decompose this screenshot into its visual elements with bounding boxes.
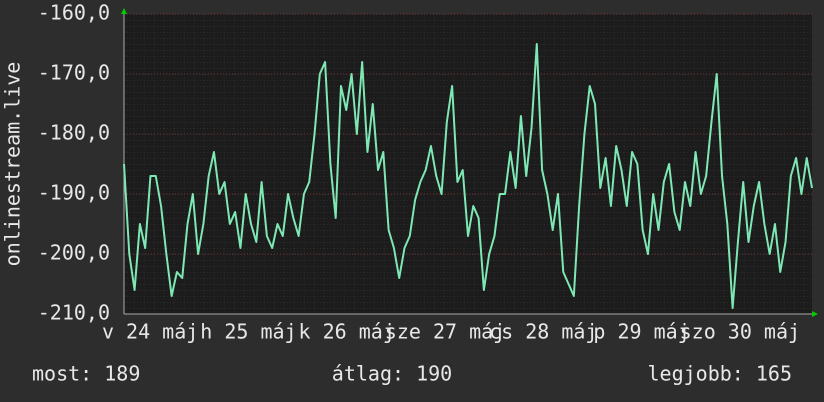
footer-current: most: 189 (32, 362, 140, 386)
x-tick-label: szo 30 máj (680, 320, 800, 344)
x-tick-label: v 24 máj (102, 320, 198, 344)
x-tick-label: p 29 máj (593, 320, 689, 344)
y-tick-label: -160,0 (38, 1, 110, 25)
y-tick-label: -180,0 (38, 121, 110, 145)
axis-arrow (121, 8, 127, 14)
axis-arrow (812, 311, 818, 317)
y-tick-label: -200,0 (38, 241, 110, 265)
footer-best: legjobb: 165 (648, 362, 793, 386)
minor-grid (124, 14, 812, 314)
x-tick-label: h 25 máj (200, 320, 296, 344)
y-tick-label: -210,0 (38, 301, 110, 325)
x-tick-label: k 26 máj (299, 320, 395, 344)
footer-average: átlag: 190 (332, 362, 452, 386)
x-tick-label: cs 28 máj (489, 320, 597, 344)
y-axis-label: onlinestream.live (1, 62, 25, 267)
data-line (123, 43, 813, 309)
x-tick-label: sze 27 máj (385, 320, 505, 344)
y-tick-label: -170,0 (38, 61, 110, 85)
y-tick-label: -190,0 (38, 181, 110, 205)
